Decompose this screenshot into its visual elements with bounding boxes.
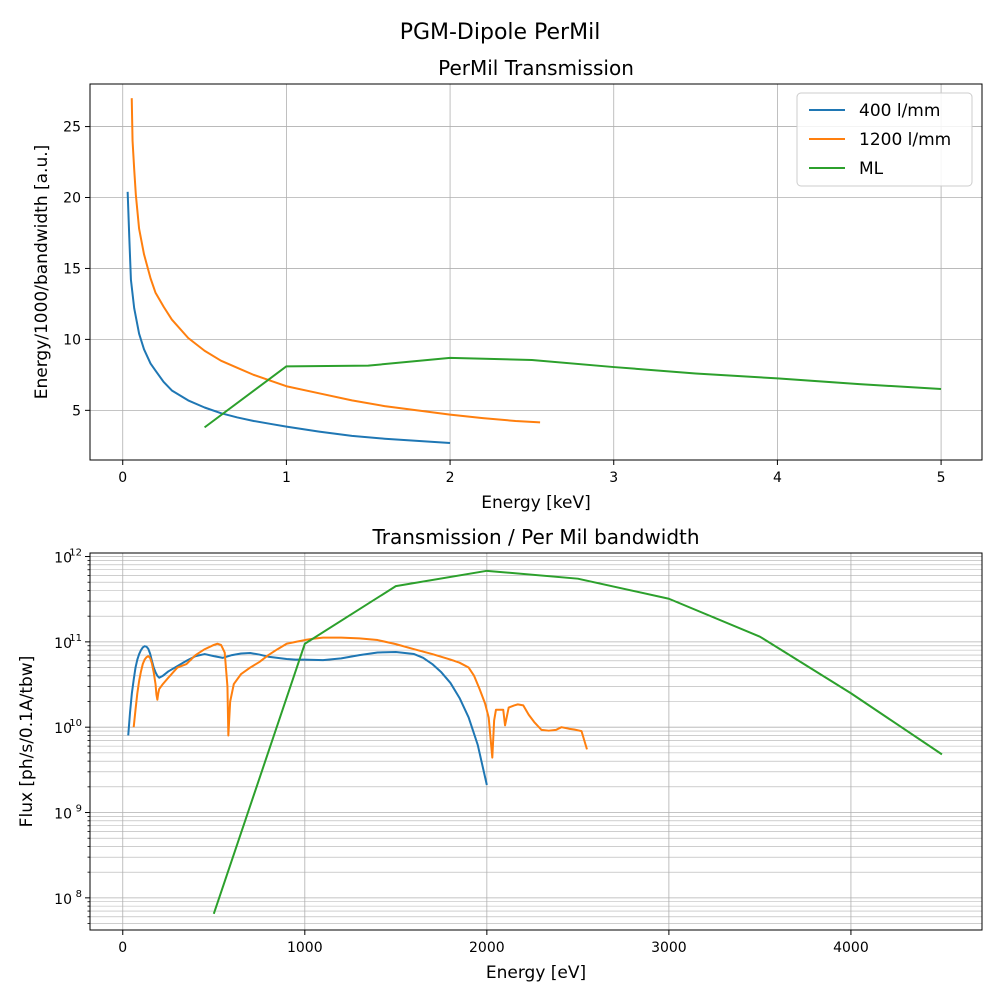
x-tick-label: 3000: [651, 940, 687, 956]
y-tick-label: 10: [54, 892, 72, 908]
x-tick-label: 0: [118, 940, 127, 956]
y-axis-label: Energy/1000/bandwidth [a.u.]: [32, 145, 52, 400]
x-tick-label: 0: [118, 470, 127, 486]
x-axis-label: Energy [eV]: [486, 963, 586, 983]
y-axis-label: Flux [ph/s/0.1A/tbw]: [17, 656, 37, 828]
series-line-2: [212, 569, 943, 915]
x-tick-label: 4: [773, 470, 782, 486]
chart-title: PerMil Transmission: [438, 56, 634, 80]
series-line-2: [203, 356, 942, 429]
x-tick-label: 2: [446, 470, 455, 486]
x-axis-label: Energy [keV]: [481, 493, 591, 513]
x-tick-label: 1000: [287, 940, 323, 956]
legend-box: [796, 92, 973, 187]
y-tick-label: 5: [72, 403, 81, 419]
series-line-0: [127, 645, 488, 786]
series-group: [127, 569, 943, 915]
y-tick-label: 10: [54, 551, 72, 567]
legend-label-2: ML: [859, 159, 884, 179]
y-tick-label: 15: [63, 261, 81, 277]
plot-frame: [89, 83, 983, 461]
x-tick-label: 4000: [833, 940, 869, 956]
y-tick-label: 20: [63, 191, 81, 207]
chart-title: Transmission / Per Mil bandwidth: [371, 525, 699, 549]
y-tick-label-exponent: 8: [76, 889, 82, 900]
chart-permil-transmission: 0 1 2 3 4 5 5 10 15 20 25 PerMil Transmission Energy…: [32, 56, 983, 513]
plot-frame: [89, 552, 983, 931]
legend-label-0: 400 l/mm: [859, 101, 940, 121]
y-tick-label-exponent: 12: [69, 548, 82, 559]
y-tick-label-exponent: 9: [76, 804, 82, 815]
y-tick-label: 10: [54, 636, 72, 652]
legend: 400 l/mm 1200 l/mm ML: [796, 92, 973, 187]
series-line-0: [126, 191, 451, 444]
y-tick-label-exponent: 10: [69, 718, 82, 729]
x-tick-label: 3: [609, 470, 618, 486]
grid: [90, 553, 982, 930]
y-tick-label: 10: [54, 807, 72, 823]
y-tick-label-exponent: 11: [69, 633, 82, 644]
y-tick-label: 25: [63, 120, 81, 136]
x-tick-label: 5: [937, 470, 946, 486]
series-line-1: [130, 98, 541, 424]
series-group: [126, 98, 942, 444]
x-tick-label: 2000: [469, 940, 505, 956]
legend-label-1: 1200 l/mm: [859, 130, 951, 150]
y-tick-label: 10: [54, 721, 72, 737]
x-tick-label: 1: [282, 470, 291, 486]
figure-suptitle: PGM-Dipole PerMil: [400, 20, 601, 45]
y-tick-label: 10: [63, 332, 81, 348]
series-line-1: [132, 636, 588, 759]
